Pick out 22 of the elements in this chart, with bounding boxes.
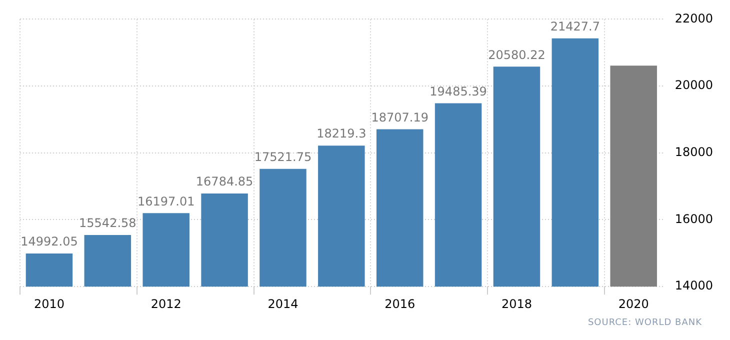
- data-label: 18707.19: [371, 110, 428, 124]
- y-tick-label: 22000: [674, 11, 714, 26]
- x-tick-label: 2012: [150, 296, 182, 311]
- y-tick-label: 20000: [674, 78, 714, 92]
- data-label: 21427.7: [550, 19, 600, 34]
- y-tick-label: 16000: [674, 212, 714, 226]
- y-tick-label: 18000: [674, 145, 714, 160]
- data-label: 14992.05: [20, 234, 78, 249]
- data-label: 18219.3: [316, 126, 366, 141]
- data-label: 17521.75: [254, 150, 312, 164]
- x-tick-label: 2020: [618, 296, 649, 311]
- data-label: 19485.39: [430, 84, 487, 98]
- data-label: 15542.58: [79, 216, 136, 230]
- data-label: 16784.85: [196, 174, 254, 189]
- x-tick-label: 2014: [268, 296, 298, 311]
- data-label: 16197.01: [137, 194, 195, 208]
- x-tick-label: 2016: [384, 296, 416, 311]
- source-note: SOURCE: WORLD BANK: [586, 318, 702, 328]
- y-tick-label: 14000: [674, 278, 714, 293]
- x-tick-label: 2018: [501, 296, 532, 311]
- x-tick-label: 2010: [34, 296, 64, 311]
- data-label: 20580.22: [488, 48, 546, 62]
